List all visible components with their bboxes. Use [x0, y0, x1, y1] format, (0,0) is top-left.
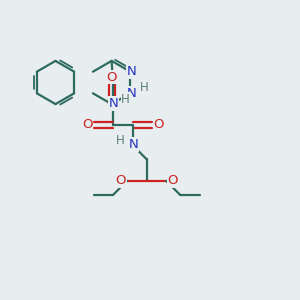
- Text: O: O: [82, 118, 92, 131]
- Text: O: O: [153, 118, 164, 131]
- Text: H: H: [140, 81, 148, 94]
- Text: N: N: [109, 97, 118, 110]
- Text: N: N: [128, 138, 138, 151]
- Text: H: H: [116, 134, 125, 147]
- Text: O: O: [167, 174, 178, 187]
- Text: N: N: [127, 65, 137, 78]
- Text: O: O: [106, 70, 117, 84]
- Text: O: O: [115, 174, 126, 187]
- Text: H: H: [121, 93, 130, 106]
- Text: N: N: [127, 87, 137, 100]
